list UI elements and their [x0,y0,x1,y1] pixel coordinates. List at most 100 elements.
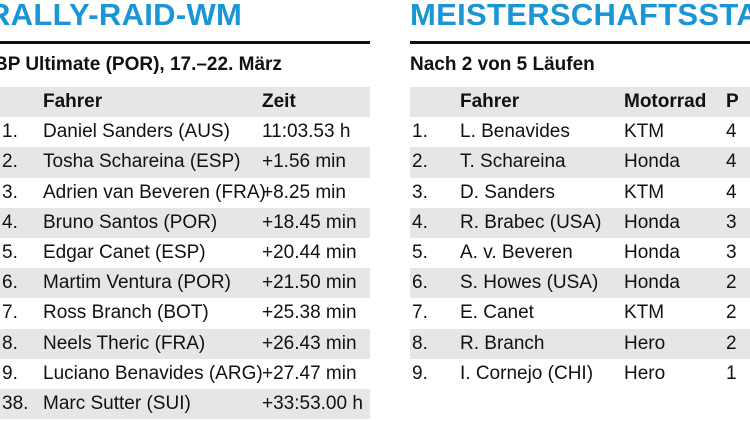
position-cell: 9. [412,362,428,384]
rally-results-heading: RALLY-RAID-WM [0,0,243,32]
points-cell: 4 [726,151,737,173]
driver-cell: T. Schareina [460,151,566,173]
table-row: 8. Neels Theric (FRA) +26.43 min [0,328,370,359]
position-cell: 8. [2,332,18,354]
driver-cell: Edgar Canet (ESP) [43,242,206,264]
column-header-points: P [726,91,739,113]
column-header-motorcycle: Motorrad [624,91,707,113]
rally-results-divider [0,41,370,44]
position-cell: 2. [412,151,428,173]
table-row: 7. Ross Branch (BOT) +25.38 min [0,298,370,328]
standings-subtitle: Nach 2 von 5 Läufen [410,54,595,75]
motorcycle-cell: Honda [624,272,680,294]
driver-cell: A. v. Beveren [460,242,573,264]
time-cell: +26.43 min [262,332,357,354]
position-cell: 3. [2,181,18,203]
table-row: 4. Bruno Santos (POR) +18.45 min [0,207,370,238]
table-row: 8. R. Branch Hero 2 [410,328,750,359]
column-header-driver: Fahrer [460,91,520,113]
driver-cell: Neels Theric (FRA) [43,332,206,354]
time-cell: +33:53.00 h [262,392,363,414]
time-cell: 11:03.53 h [262,121,351,143]
driver-cell: S. Howes (USA) [460,272,599,294]
motorcycle-cell: Hero [624,362,666,384]
driver-cell: Ross Branch (BOT) [43,302,209,324]
table-row: 4. R. Brabec (USA) Honda 3 [410,207,750,238]
motorcycle-cell: Honda [624,242,680,264]
standings-table: Fahrer Motorrad P 1. L. Benavides KTM 4 2. T.… [410,87,750,389]
driver-cell: Daniel Sanders (AUS) [43,121,230,143]
position-cell: 5. [412,242,428,264]
driver-cell: Marc Sutter (SUI) [43,392,191,414]
table-row: 6. S. Howes (USA) Honda 2 [410,268,750,299]
time-cell: +21.50 min [262,272,357,294]
table-row: 6. Martim Ventura (POR) +21.50 min [0,268,370,299]
table-row: 2. T. Schareina Honda 4 [410,147,750,178]
position-cell: 1. [2,121,18,143]
motorcycle-cell: KTM [624,121,665,143]
points-cell: 4 [726,181,737,203]
time-cell: +18.45 min [262,211,357,233]
table-header-row: Fahrer Motorrad P [410,87,750,118]
column-header-driver: Fahrer [43,91,103,113]
position-cell: 6. [2,272,18,294]
table-row: 3. D. Sanders KTM 4 [410,178,750,208]
driver-cell: R. Branch [460,332,545,354]
standings-divider [410,41,750,44]
driver-cell: Martim Ventura (POR) [43,272,231,294]
table-row: 7. E. Canet KTM 2 [410,298,750,328]
column-header-position [410,87,460,117]
position-cell: 3. [412,181,428,203]
rally-results-table: Fahrer Zeit 1. Daniel Sanders (AUS) 11:03.… [0,87,370,420]
table-row: 5. A. v. Beveren Honda 3 [410,238,750,268]
driver-cell: L. Benavides [460,121,570,143]
time-cell: +1.56 min [262,151,346,173]
driver-cell: Luciano Benavides (ARG) [43,362,263,384]
table-row: 1. L. Benavides KTM 4 [410,117,750,147]
position-cell: 1. [412,121,428,143]
motorcycle-cell: Honda [624,211,680,233]
time-cell: +27.47 min [262,362,357,384]
driver-cell: I. Cornejo (CHI) [460,362,594,384]
position-cell: 5. [2,242,18,264]
position-cell: 38. [2,392,29,414]
points-cell: 2 [726,302,737,324]
table-row: 3. Adrien van Beveren (FRA) +8.25 min [0,178,370,208]
points-cell: 3 [726,211,737,233]
position-cell: 2. [2,151,18,173]
table-row: 9. Luciano Benavides (ARG) +27.47 min [0,359,370,389]
position-cell: 4. [412,211,428,233]
time-cell: +8.25 min [262,181,346,203]
table-row: 2. Tosha Schareina (ESP) +1.56 min [0,147,370,178]
motorcycle-cell: Honda [624,151,680,173]
position-cell: 9. [2,362,18,384]
table-row: 38. Marc Sutter (SUI) +33:53.00 h [0,388,370,420]
table-header-row: Fahrer Zeit [0,87,370,118]
motorcycle-cell: KTM [624,181,665,203]
time-cell: +25.38 min [262,302,357,324]
position-cell: 4. [2,211,18,233]
driver-cell: Tosha Schareina (ESP) [43,151,241,173]
table-row: 1. Daniel Sanders (AUS) 11:03.53 h [0,117,370,147]
position-cell: 6. [412,272,428,294]
table-row: 9. I. Cornejo (CHI) Hero 1 [410,359,750,389]
position-cell: 7. [412,302,428,324]
points-cell: 4 [726,121,737,143]
points-cell: 1 [726,362,737,384]
driver-cell: E. Canet [460,302,534,324]
points-cell: 2 [726,332,737,354]
rally-results-subtitle: BP Ultimate (POR), 17.–22. März [0,54,282,75]
position-cell: 8. [412,332,428,354]
column-header-time: Zeit [262,91,296,113]
position-cell: 7. [2,302,18,324]
column-header-position [0,87,43,117]
time-cell: +20.44 min [262,242,357,264]
standings-heading: MEISTERSCHAFTSSTAN [410,0,750,32]
table-row: 5. Edgar Canet (ESP) +20.44 min [0,238,370,268]
driver-cell: R. Brabec (USA) [460,211,602,233]
driver-cell: D. Sanders [460,181,556,203]
points-cell: 2 [726,272,737,294]
driver-cell: Bruno Santos (POR) [43,211,218,233]
driver-cell: Adrien van Beveren (FRA) [43,181,266,203]
points-cell: 3 [726,242,737,264]
